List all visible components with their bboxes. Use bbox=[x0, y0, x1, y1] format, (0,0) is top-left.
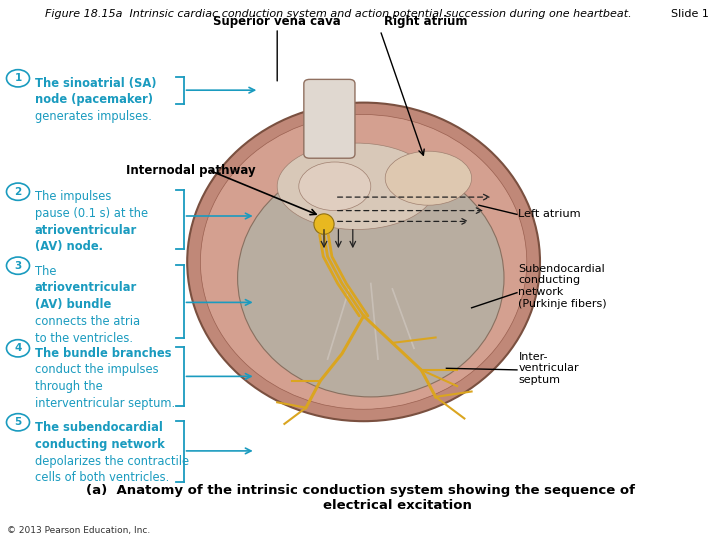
Text: node (pacemaker): node (pacemaker) bbox=[35, 93, 153, 106]
Ellipse shape bbox=[238, 159, 504, 397]
Text: Internodal pathway: Internodal pathway bbox=[126, 164, 256, 177]
Text: Right atrium: Right atrium bbox=[384, 15, 467, 28]
Text: cells of both ventricles.: cells of both ventricles. bbox=[35, 471, 168, 484]
FancyBboxPatch shape bbox=[304, 79, 355, 158]
Text: conduct the impulses: conduct the impulses bbox=[35, 363, 158, 376]
Text: The: The bbox=[35, 265, 56, 278]
Text: conducting network: conducting network bbox=[35, 438, 164, 451]
Text: (a)  Anatomy of the intrinsic conduction system showing the sequence of
        : (a) Anatomy of the intrinsic conduction … bbox=[86, 484, 634, 512]
Text: depolarizes the contractile: depolarizes the contractile bbox=[35, 455, 189, 468]
Ellipse shape bbox=[200, 114, 527, 409]
Ellipse shape bbox=[277, 143, 436, 230]
Text: The bundle branches: The bundle branches bbox=[35, 347, 171, 360]
Text: The sinoatrial (SA): The sinoatrial (SA) bbox=[35, 77, 156, 90]
Text: to the ventricles.: to the ventricles. bbox=[35, 332, 132, 345]
Text: Slide 1: Slide 1 bbox=[671, 9, 709, 19]
Text: generates impulses.: generates impulses. bbox=[35, 110, 151, 123]
Text: connects the atria: connects the atria bbox=[35, 315, 140, 328]
Text: 3: 3 bbox=[14, 261, 22, 271]
Text: (AV) node.: (AV) node. bbox=[35, 240, 102, 253]
Text: 2: 2 bbox=[14, 187, 22, 197]
Text: atrioventricular: atrioventricular bbox=[35, 281, 137, 294]
Ellipse shape bbox=[314, 214, 334, 234]
Ellipse shape bbox=[385, 151, 472, 205]
Text: 4: 4 bbox=[14, 343, 22, 353]
Text: Inter-
ventricular
septum: Inter- ventricular septum bbox=[518, 352, 579, 385]
Text: 1: 1 bbox=[14, 73, 22, 83]
Text: Left atrium: Left atrium bbox=[518, 210, 581, 219]
Text: Subendocardial
conducting
network
(Purkinje fibers): Subendocardial conducting network (Purki… bbox=[518, 264, 607, 308]
Text: The impulses: The impulses bbox=[35, 190, 111, 203]
Ellipse shape bbox=[187, 103, 540, 421]
Text: pause (0.1 s) at the: pause (0.1 s) at the bbox=[35, 207, 148, 220]
Text: (AV) bundle: (AV) bundle bbox=[35, 298, 111, 311]
Text: atrioventricular: atrioventricular bbox=[35, 224, 137, 237]
Text: Superior vena cava: Superior vena cava bbox=[213, 15, 341, 28]
Text: The subendocardial: The subendocardial bbox=[35, 421, 163, 434]
Text: 5: 5 bbox=[14, 417, 22, 427]
Text: Figure 18.15a  Intrinsic cardiac conduction system and action potential successi: Figure 18.15a Intrinsic cardiac conducti… bbox=[45, 9, 631, 19]
Text: interventricular septum.: interventricular septum. bbox=[35, 397, 175, 410]
Ellipse shape bbox=[299, 162, 371, 211]
Text: through the: through the bbox=[35, 380, 102, 393]
Text: © 2013 Pearson Education, Inc.: © 2013 Pearson Education, Inc. bbox=[7, 525, 150, 535]
